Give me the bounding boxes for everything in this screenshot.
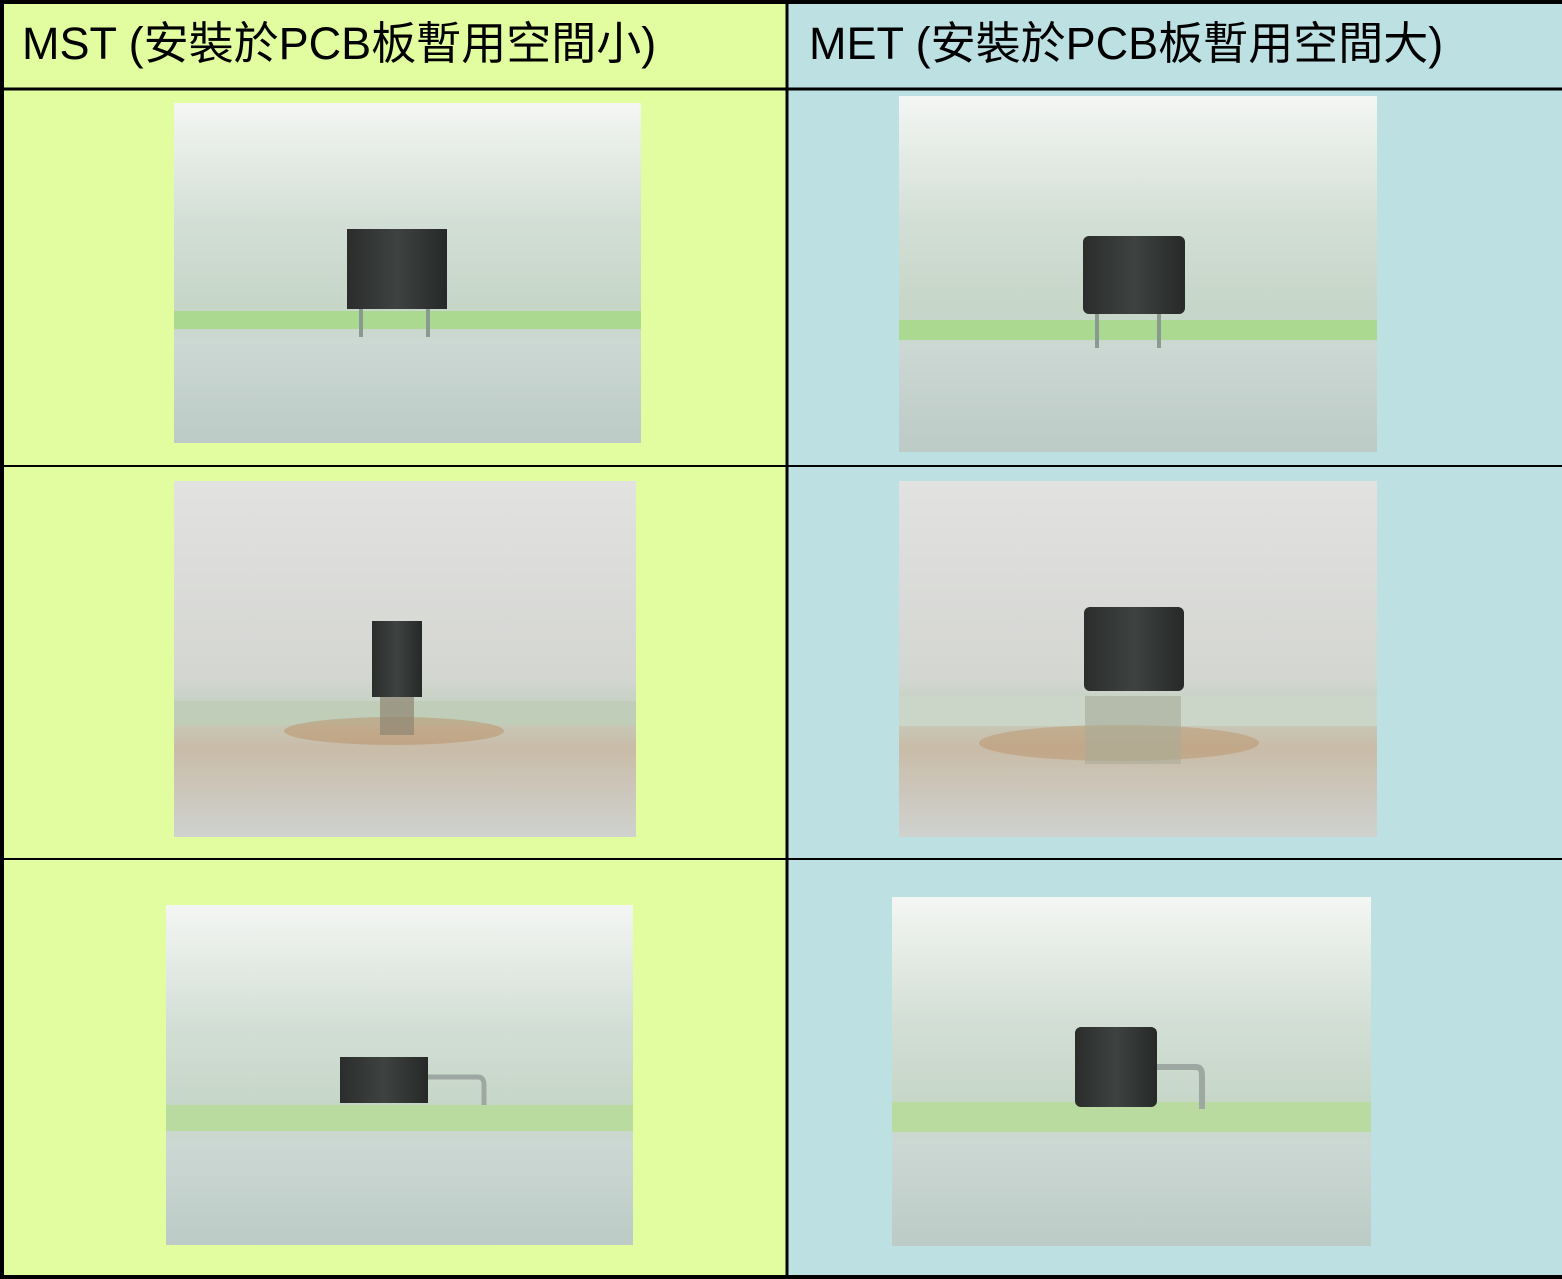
header-cell: MET (安裝於PCB板暫用空間大)	[787, 0, 1562, 90]
photo	[892, 897, 1371, 1246]
photo	[174, 103, 641, 443]
photo	[899, 481, 1377, 837]
photo	[899, 96, 1377, 452]
header-cell: MST (安裝於PCB板暫用空間小)	[0, 0, 787, 90]
photo	[166, 905, 633, 1245]
photo	[174, 481, 636, 837]
